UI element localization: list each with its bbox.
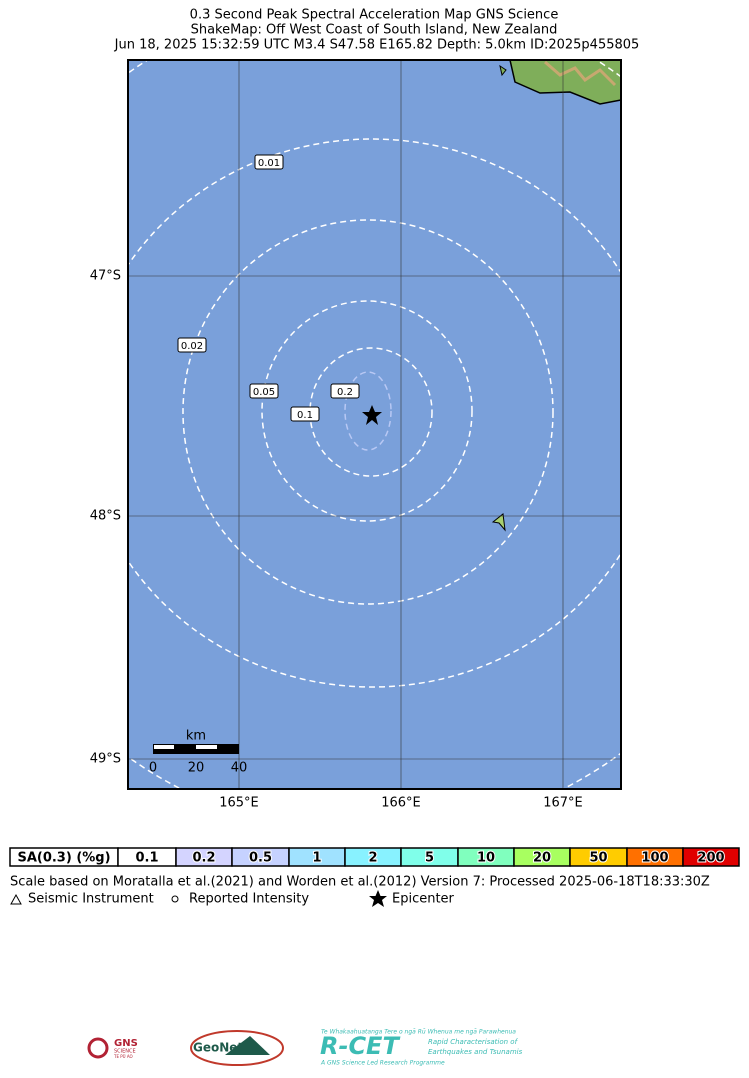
contour (309, 347, 433, 477)
contour-label: 0.02 (177, 337, 207, 353)
legend-label: Seismic Instrument (28, 892, 154, 907)
logo-text: GNS (114, 1038, 138, 1049)
title-line: Jun 18, 2025 15:32:59 UTC M3.4 S47.58 E1… (114, 38, 640, 53)
colorbar-cell-label: 10 (477, 851, 495, 866)
colorbar-cell-label: 20 (533, 851, 551, 866)
logo-text: Rapid Characterisation of (428, 1038, 519, 1046)
contour-label-text: 0.01 (258, 158, 280, 169)
colorbar-cell-label: 0.2 (192, 851, 215, 866)
contour-label-box (330, 383, 360, 399)
contour-label-text: 0.2 (337, 387, 353, 398)
geonet-logo-mountain (225, 1036, 270, 1055)
contour (128, 138, 621, 688)
lat-label: 48°S (90, 509, 121, 524)
contour-label: 0.05 (249, 383, 279, 399)
epicenter-symbol (369, 890, 387, 907)
contour (182, 219, 554, 605)
lat-label: 49°S (90, 752, 121, 767)
logo-text: A GNS Science Led Research Programme (320, 1060, 445, 1067)
scale-label: 40 (231, 761, 248, 776)
contour-label-text: 0.1 (297, 410, 313, 421)
contour-label-text: 0.02 (181, 341, 203, 352)
scale-label: 0 (149, 761, 157, 776)
colorbar-cell-label: 100 (641, 851, 668, 866)
colorbar-cell-label: 5 (425, 851, 434, 866)
island (491, 513, 506, 532)
contour-label-box (177, 337, 207, 353)
overlay: 0.01 0.02 0.05 0.1 0.2 (177, 154, 360, 422)
colorbar-cell-label: 0.1 (135, 851, 158, 866)
scale-bar-segment (154, 745, 174, 749)
colorbar-cell-label: 0.5 (249, 851, 272, 866)
colorbar-cell-label: 1 (312, 851, 321, 866)
footnote: Scale based on Moratalla et al.(2021) an… (10, 875, 710, 890)
logo-text: TE PŪ AO (113, 1054, 133, 1059)
colorbar-cell-label: 200 (697, 851, 724, 866)
legend-label: Epicenter (392, 892, 455, 907)
scale-bar-segment (196, 745, 217, 749)
map-frame (127, 59, 622, 790)
contour (261, 300, 473, 522)
contour-label-box (249, 383, 279, 399)
logo-text: Earthquakes and Tsunamis (428, 1048, 523, 1056)
scale-label: 20 (188, 761, 205, 776)
lon-label: 166°E (381, 796, 421, 811)
colorbar-label: SA(0.3) (%g) (17, 851, 110, 866)
map-content (128, 60, 621, 789)
contour-label: 0.2 (330, 383, 360, 399)
contour-label-box (290, 406, 320, 422)
colorbar-cell-label: 50 (589, 851, 607, 866)
title-line: ShakeMap: Off West Coast of South Island… (191, 23, 558, 38)
graticule (128, 60, 621, 789)
lat-label: 47°S (90, 269, 121, 284)
geonet-logo (190, 1030, 284, 1066)
title-line: 0.3 Second Peak Spectral Acceleration Ma… (190, 8, 559, 23)
colorbar: SA(0.3) (%g) 0.1 0.2 0.5 1 2 5 10 20 50 100 200 (9, 847, 740, 867)
logo-text: SCIENCE (114, 1049, 136, 1055)
colorbar-cell-label: 2 (368, 851, 377, 866)
contour-label: 0.01 (254, 154, 284, 170)
intensity-symbol (171, 895, 179, 903)
gns-logo (87, 1037, 109, 1059)
lon-label: 167°E (543, 796, 583, 811)
logo-text: GeoNet (193, 1041, 243, 1055)
land (499, 64, 507, 77)
logo-text: R-CET (320, 1032, 400, 1060)
lon-label: 165°E (219, 796, 259, 811)
epicenter (362, 405, 382, 425)
contour-label-box (254, 154, 284, 170)
legend-label: Reported Intensity (189, 892, 309, 907)
ocean (128, 60, 621, 789)
instrument-symbol (10, 893, 22, 905)
mountains (544, 60, 617, 87)
contour-label: 0.1 (290, 406, 320, 422)
contour (344, 371, 392, 451)
land (509, 60, 621, 105)
colorbar-cell (682, 847, 740, 867)
scale-unit: km (186, 729, 206, 744)
contour-label-text: 0.05 (253, 387, 275, 398)
logo-text: Te Whakaahuatanga Tere o ngā Rū Whenua m… (321, 1029, 516, 1036)
